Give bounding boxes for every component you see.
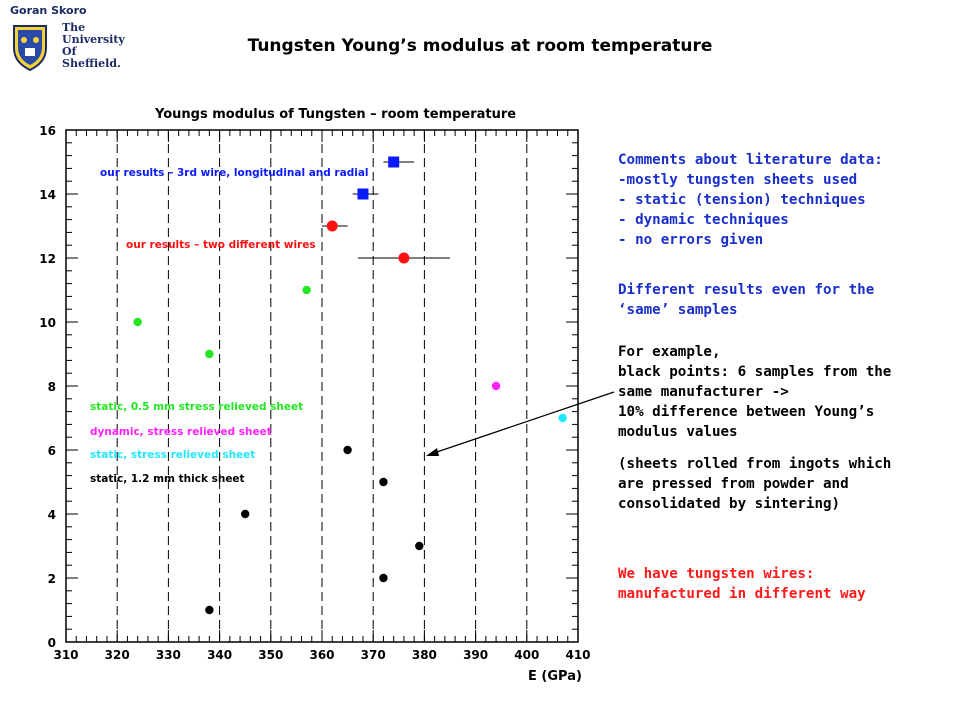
y-tick-label: 8 (48, 380, 56, 394)
data-point (343, 445, 352, 455)
comment-line: 10% difference between Young’s (618, 404, 875, 420)
comment-line: manufactured in different way (618, 586, 866, 602)
chart-annotation: static, stress relieved sheet (90, 449, 255, 461)
x-tick-label: 380 (412, 648, 437, 662)
x-tick-label: 340 (207, 648, 232, 662)
x-tick-label: 390 (463, 648, 488, 662)
arrow-head-icon (426, 448, 439, 456)
comment-line: - dynamic techniques (618, 212, 789, 228)
chart-annotation: dynamic, stress relieved sheet (90, 426, 272, 438)
comment-line: are pressed from powder and (618, 476, 849, 492)
chart-annotation: our results – 3rd wire, longitudinal and… (100, 167, 369, 179)
comment-line: ‘same’ samples (618, 302, 738, 318)
data-point (379, 477, 388, 487)
y-tick-label: 14 (39, 188, 56, 202)
x-axis-label: E (GPa) (528, 669, 582, 684)
comment-line: consolidated by sintering) (618, 496, 841, 512)
data-point (205, 605, 214, 615)
y-tick-label: 0 (48, 636, 56, 650)
data-point (415, 541, 424, 551)
data-point (326, 220, 338, 232)
data-point (558, 413, 567, 423)
data-point (398, 252, 410, 264)
y-tick-label: 6 (48, 444, 56, 458)
university-line: Of (62, 45, 77, 58)
y-tick-label: 16 (39, 124, 56, 138)
data-point (302, 285, 311, 295)
author-name: Goran Skoro (10, 4, 87, 17)
annotation-arrow (427, 391, 615, 456)
x-tick-label: 330 (156, 648, 181, 662)
example-comment: For example, black points: 6 samples fro… (618, 342, 958, 442)
university-line: University (62, 33, 125, 46)
comment-line: For example, (618, 344, 721, 360)
comment-line: We have tungsten wires: (618, 566, 815, 582)
comments-panel: Comments about literature data: -mostly … (618, 150, 958, 604)
x-tick-label: 310 (53, 648, 78, 662)
literature-comments: Comments about literature data: -mostly … (618, 150, 958, 250)
x-tick-label: 370 (361, 648, 386, 662)
data-point (357, 188, 369, 200)
comment-line: Comments about literature data: (618, 152, 883, 168)
chart-title: Youngs modulus of Tungsten – room temper… (154, 107, 516, 122)
chart-annotation: static, 0.5 mm stress relieved sheet (90, 401, 303, 413)
data-point (379, 573, 388, 583)
y-tick-label: 4 (48, 508, 56, 522)
comment-line: (sheets rolled from ingots which (618, 456, 892, 472)
comment-line: Different results even for the (618, 282, 875, 298)
wires-comment: We have tungsten wires: manufactured in … (618, 564, 958, 604)
data-point (133, 317, 142, 327)
university-line: Sheffield. (62, 57, 121, 70)
comment-line: - static (tension) techniques (618, 192, 866, 208)
university-logo: The University Of Sheffield. (10, 22, 125, 78)
comment-line: same manufacturer -> (618, 384, 789, 400)
comment-line: -mostly tungsten sheets used (618, 172, 858, 188)
university-name: The University Of Sheffield. (62, 22, 125, 70)
chart-annotation: our results – two different wires (126, 239, 316, 251)
x-tick-label: 400 (514, 648, 539, 662)
y-tick-label: 12 (39, 252, 56, 266)
slide-title: Tungsten Young’s modulus at room tempera… (247, 36, 713, 56)
sheets-note: (sheets rolled from ingots which are pre… (618, 454, 958, 514)
data-point (491, 381, 501, 391)
x-tick-label: 410 (565, 648, 590, 662)
data-point (388, 156, 400, 168)
university-crest-icon (13, 25, 47, 72)
y-tick-label: 2 (48, 572, 56, 586)
x-tick-label: 360 (309, 648, 334, 662)
data-point (241, 509, 250, 519)
comment-line: modulus values (618, 424, 738, 440)
x-tick-label: 350 (258, 648, 283, 662)
y-tick-label: 10 (39, 316, 56, 330)
comment-line: - no errors given (618, 232, 764, 248)
data-point (205, 349, 214, 359)
comment-line: black points: 6 samples from the (618, 364, 892, 380)
x-tick-label: 320 (105, 648, 130, 662)
university-line: The (62, 21, 86, 34)
chart-annotation: static, 1.2 mm thick sheet (90, 473, 245, 485)
different-results-comment: Different results even for the ‘same’ sa… (618, 280, 958, 320)
